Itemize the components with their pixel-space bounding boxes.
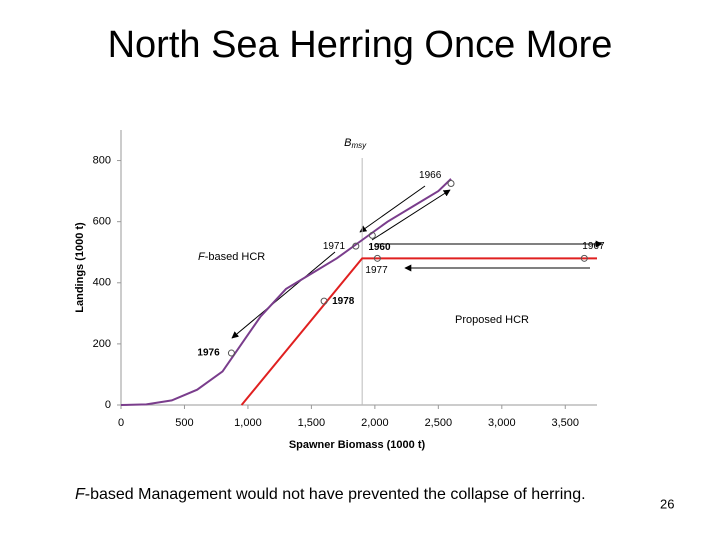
series-label: Proposed HCR: [455, 314, 529, 326]
arrow: [371, 189, 451, 241]
x-tick-label: 2,000: [361, 417, 389, 429]
year-label: 1976: [197, 348, 220, 359]
arrow: [231, 251, 336, 339]
y-axis-label: Landings (1000 t): [74, 222, 86, 313]
y-tick-label: 200: [93, 338, 111, 350]
year-label: 1967: [582, 241, 605, 252]
year-label: 1966: [419, 170, 442, 181]
x-tick-label: 1,500: [298, 417, 326, 429]
y-tick-label: 800: [93, 154, 111, 166]
x-tick-label: 3,500: [552, 417, 580, 429]
x-axis-label: Spawner Biomass (1000 t): [289, 439, 426, 451]
x-tick-label: 2,500: [425, 417, 453, 429]
caption-italic: F: [75, 486, 86, 503]
y-tick-label: 400: [93, 277, 111, 289]
year-label: 1960: [368, 242, 391, 253]
series-line: [240, 257, 597, 406]
page-number: 26: [660, 496, 674, 511]
series-label-italic: F: [198, 251, 206, 263]
y-tick-label: 600: [93, 216, 111, 228]
x-tick-label: 3,000: [488, 417, 516, 429]
year-label: 1978: [332, 296, 355, 307]
x-tick-label: 500: [175, 417, 193, 429]
year-point: [320, 297, 328, 305]
x-tick-label: 0: [118, 417, 124, 429]
year-point: [447, 179, 455, 187]
caption: F-based Management would not have preven…: [75, 486, 586, 503]
year-label: 1971: [323, 241, 346, 252]
y-tick-label: 0: [105, 399, 111, 411]
series-label: F-based HCR: [198, 251, 265, 263]
year-label: 1977: [365, 265, 388, 276]
arrow: [359, 185, 426, 233]
series-line: [120, 178, 452, 406]
bmsy-sub: msy: [352, 141, 368, 150]
year-point: [580, 254, 588, 262]
slide-title: North Sea Herring Once More: [108, 24, 613, 66]
year-point: [227, 349, 235, 357]
plot: Proposed HCR F-based HCR: [198, 185, 603, 339]
caption-text: -based Management would not have prevent…: [85, 486, 586, 503]
series-label-text: -based HCR: [205, 251, 266, 263]
year-point: [373, 254, 381, 262]
bmsy-b: B: [344, 137, 351, 149]
x-tick-label: 1,000: [234, 417, 262, 429]
year-point: [368, 231, 376, 239]
year-point: [352, 242, 360, 250]
bmsy-label: Bmsy: [344, 137, 367, 150]
